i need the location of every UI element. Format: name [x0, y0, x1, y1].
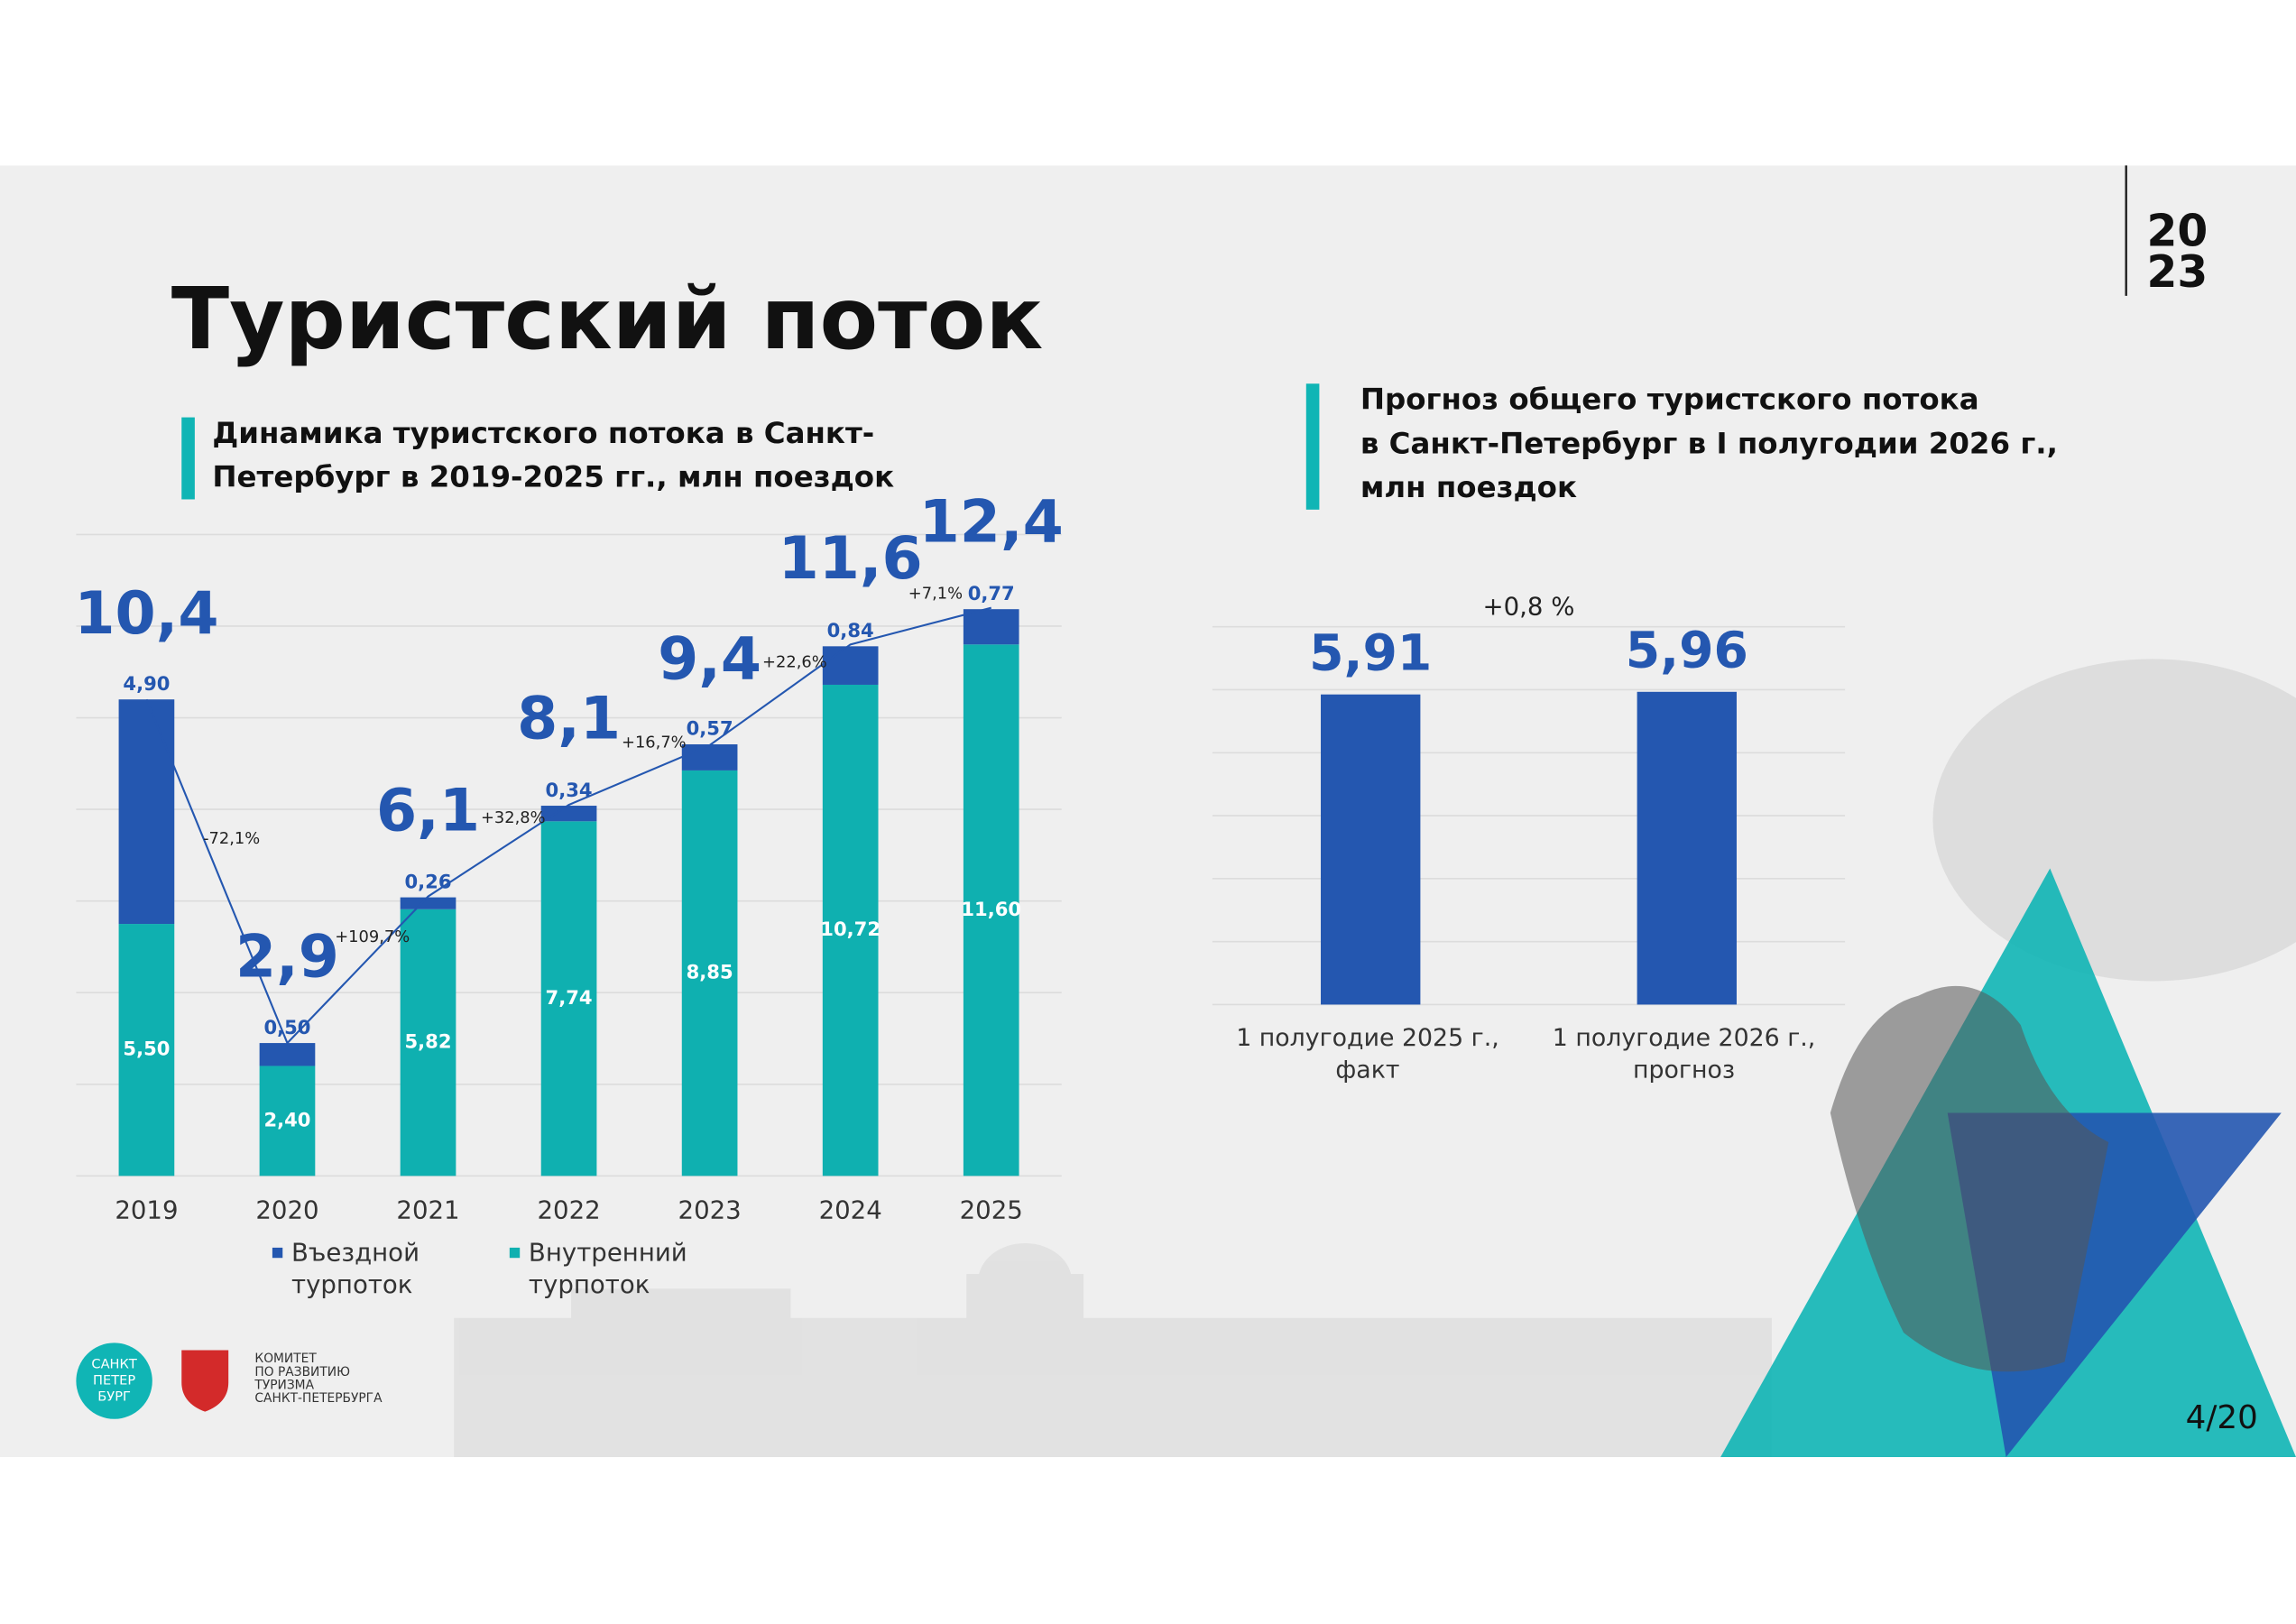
- x-tick-label: 2024: [819, 1195, 882, 1224]
- total-label: 2,9: [235, 924, 339, 992]
- x-tick-label: 2025: [960, 1195, 1023, 1224]
- value-label: 0,84: [827, 619, 874, 641]
- bar-segment: [400, 897, 456, 909]
- bar: [1637, 691, 1737, 1005]
- bar-segment: [259, 1043, 316, 1066]
- committee-text: ПО РАЗВИТИЮ: [254, 1365, 350, 1379]
- value-label: 10,72: [820, 918, 881, 940]
- bar-segment: [681, 743, 738, 770]
- value-label: 5,91: [1309, 625, 1432, 683]
- change-label: -72,1%: [203, 829, 260, 848]
- bar-segment: [540, 821, 597, 1176]
- page-title: Туристский поток: [171, 271, 1043, 369]
- skyline-decoration: [454, 1242, 1772, 1457]
- chart-title: млн поездок: [1360, 470, 1577, 504]
- x-tick-label-box: 1 полугодие 2025 г., факт: [1236, 1023, 1499, 1084]
- total-label: 8,1: [517, 686, 621, 753]
- bar-segment: [963, 609, 1019, 645]
- total-label: 12,4: [919, 488, 1064, 556]
- bar-segment: [118, 924, 175, 1176]
- total-label: 11,6: [779, 525, 923, 593]
- legend-label: Въездной турпоток: [290, 1239, 420, 1301]
- total-label: 6,1: [376, 777, 480, 844]
- year-logo: 23: [2146, 247, 2208, 298]
- total-line: [145, 606, 991, 1045]
- x-tick-label: 1 полугодие 2026 г., прогноз: [1552, 1023, 1816, 1084]
- legend-label-box: Внутренний турпоток: [528, 1239, 687, 1301]
- bar-segment: [118, 699, 175, 925]
- chart-title: Петербург в 2019-2025 гг., млн поездок: [212, 460, 894, 494]
- legend-label-box: Въездной турпоток: [290, 1239, 420, 1301]
- bar-segment: [822, 684, 879, 1176]
- value-label: 8,85: [687, 961, 733, 983]
- page-number: 4/20: [2186, 1399, 2258, 1436]
- committee-text: САНКТ-ПЕТЕРБУРГА: [254, 1391, 383, 1406]
- total-label: 9,4: [658, 626, 761, 694]
- value-label: 2,40: [263, 1108, 310, 1130]
- x-tick-label: 1 полугодие 2025 г., факт: [1236, 1023, 1499, 1084]
- city-logo: [76, 1343, 152, 1419]
- legend-label: Внутренний турпоток: [528, 1239, 687, 1301]
- year-logo: 20: [2146, 207, 2208, 257]
- committee-text: ТУРИЗМА: [254, 1378, 314, 1392]
- bar-segment: [681, 770, 738, 1176]
- title-accent: [1305, 383, 1320, 510]
- bar-segment: [963, 644, 1019, 1176]
- value-label: 0,26: [404, 870, 451, 892]
- chart-title: Прогноз общего туристского потока: [1360, 383, 1979, 417]
- bar-segment: [259, 1066, 316, 1176]
- legend-marker: [272, 1247, 283, 1259]
- change-label: +32,8%: [481, 808, 546, 827]
- chart-title: в Санкт-Петербург в I полугодии 2026 г.,: [1360, 426, 2058, 460]
- committee-emblem: [181, 1350, 229, 1412]
- x-tick-label: 2019: [115, 1195, 178, 1224]
- change-label: +16,7%: [622, 733, 687, 752]
- change-label: +0,8 %: [1483, 592, 1575, 622]
- total-label: 10,4: [74, 580, 218, 648]
- x-tick-label: 2023: [678, 1195, 742, 1224]
- value-label: 5,50: [123, 1038, 170, 1060]
- x-tick-label: 2022: [537, 1195, 600, 1224]
- change-label: +22,6%: [762, 652, 827, 671]
- value-label: 0,57: [687, 717, 733, 740]
- bar-segment: [822, 646, 879, 685]
- bar: [1321, 694, 1421, 1005]
- cloud-decoration: [1932, 659, 2296, 982]
- title-accent: [181, 417, 195, 500]
- x-tick-label-box: 1 полугодие 2026 г., прогноз: [1552, 1023, 1816, 1084]
- change-label: +109,7%: [335, 927, 410, 946]
- value-label: 5,82: [404, 1030, 451, 1053]
- value-label: 0,77: [968, 582, 1015, 604]
- value-label: 11,60: [961, 898, 1021, 920]
- value-label: 4,90: [123, 672, 170, 695]
- legend-marker: [509, 1247, 521, 1259]
- statue-decoration: [1830, 985, 2109, 1372]
- city-logo-text: САНКТ: [91, 1357, 137, 1372]
- city-logo-text: ПЕТЕР: [93, 1373, 135, 1389]
- value-label: 7,74: [546, 986, 593, 1009]
- city-logo-text: БУРГ: [97, 1389, 131, 1404]
- chart-title: Динамика туристского потока в Санкт-: [212, 416, 874, 450]
- value-label: 5,96: [1626, 623, 1748, 680]
- x-tick-label: 2020: [255, 1195, 318, 1224]
- committee-text: КОМИТЕТ: [254, 1352, 317, 1366]
- x-tick-label: 2021: [396, 1195, 459, 1224]
- bar-segment: [540, 806, 597, 822]
- change-label: +7,1%: [908, 584, 963, 603]
- bar-segment: [400, 909, 456, 1176]
